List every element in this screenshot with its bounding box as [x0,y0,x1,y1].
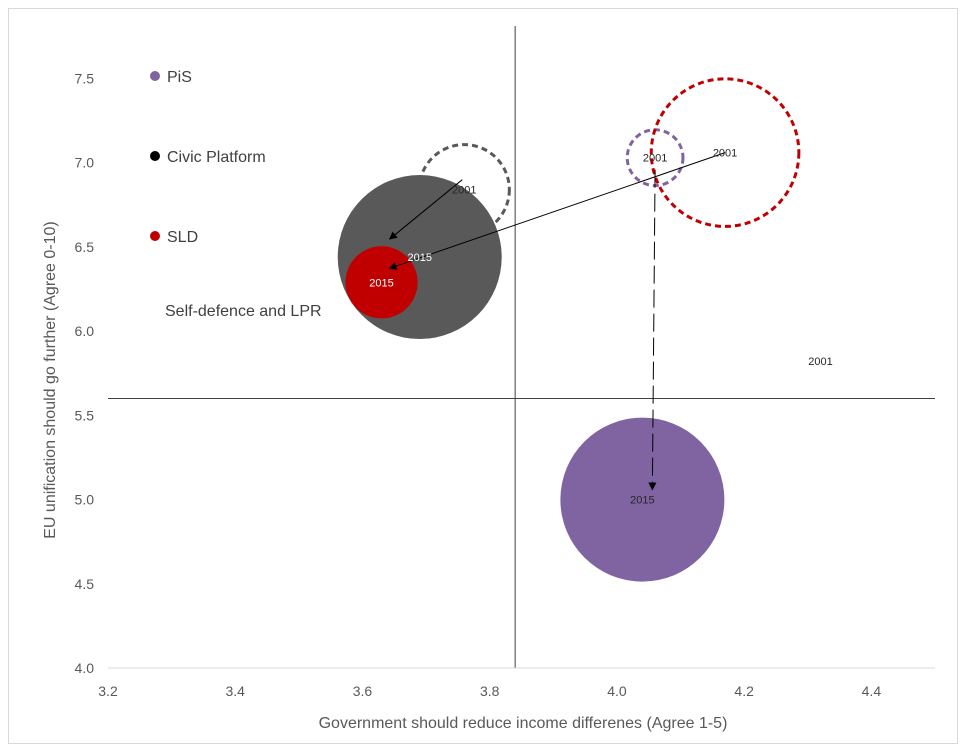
x-tick-label: 3.8 [480,683,500,699]
y-tick-label: 4.5 [75,576,95,592]
legend-label: SLD [167,229,198,246]
y-tick-label: 5.0 [75,492,95,508]
legend-marker [150,151,160,161]
y-tick-label: 7.5 [75,71,95,87]
reference-lines [108,26,935,668]
legend-label: PiS [167,69,192,86]
x-tick-label: 4.4 [862,683,882,699]
plot-area: 2001 2015 2001 2015 2001 2015 [108,26,935,668]
x-axis-title: Government should reduce income differen… [319,715,728,732]
legend-label: Civic Platform [167,149,266,166]
y-axis-title: EU unification should go further (Agree … [42,221,59,539]
movement-arrows [388,152,726,491]
arrow-civic-platform [388,179,463,240]
bubble-pis-2015 [560,417,725,582]
legend-marker [150,71,160,81]
x-tick-label: 3.4 [225,683,245,699]
bubble-sld-2001 [649,77,801,228]
x-tick-label: 4.0 [607,683,627,699]
arrow-sld [388,152,726,270]
y-tick-label: 6.0 [75,323,95,339]
x-tick-label: 3.2 [98,683,118,699]
bubble-labels: 2001 2015 2001 2015 2001 2015 [369,148,737,507]
arrow-pis [648,169,657,491]
x-axis-ticks: 3.2 3.4 3.6 3.8 4.0 4.2 4.4 [98,683,881,699]
y-tick-label: 5.5 [75,407,95,423]
annotation-2001: 2001 [808,356,832,368]
y-axis-ticks: 4.0 4.5 5.0 5.5 6.0 6.5 7.0 7.5 [75,71,95,676]
bubble-label-pis-2015: 2015 [630,495,654,507]
legend: PiS Civic Platform SLD [150,69,266,246]
annotation-self-defence: Self-defence and LPR [165,303,322,320]
y-tick-label: 4.0 [75,660,95,676]
bubble-label-sld-2001: 2001 [713,148,737,160]
x-tick-label: 4.2 [734,683,754,699]
bubble-label-pis-2001: 2001 [643,153,667,165]
legend-marker [150,231,160,241]
bubble-label-civic-platform-2015: 2015 [407,252,431,264]
bubble-label-civic-platform-2001: 2001 [452,185,476,197]
y-tick-label: 7.0 [75,155,95,171]
chart-frame [8,8,958,744]
y-tick-label: 6.5 [75,239,95,255]
x-tick-label: 3.6 [353,683,373,699]
bubble-label-sld-2015: 2015 [369,277,393,289]
bubbles-2015 [337,175,725,582]
bubble-sld-2015 [345,246,418,319]
